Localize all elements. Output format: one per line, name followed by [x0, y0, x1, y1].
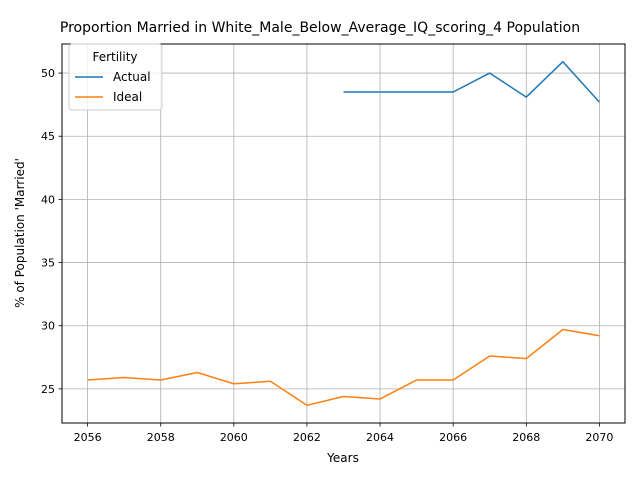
- y-tick-label: 45: [41, 130, 55, 143]
- series-line-actual: [343, 60, 600, 103]
- y-tick-label: 30: [41, 320, 55, 333]
- x-tick-label: 2068: [512, 431, 540, 444]
- y-tick-label: 25: [41, 383, 55, 396]
- y-tick-label: 40: [41, 193, 55, 206]
- y-axis-ticks: 25 30 35 40 45 50: [41, 67, 62, 396]
- chart-title: Proportion Married in White_Male_Below_A…: [60, 20, 580, 36]
- x-tick-label: 2062: [293, 431, 321, 444]
- y-axis-label: % of Population 'Married': [13, 158, 27, 308]
- legend: Fertility Actual Ideal: [68, 43, 163, 111]
- series-layer: [87, 60, 600, 407]
- x-tick-label: 2060: [220, 431, 248, 444]
- x-axis-ticks: 2056 2058 2060 2062 2064 2066 2068 2070: [74, 423, 613, 444]
- series-line-ideal: [87, 328, 600, 407]
- x-tick-label: 2064: [366, 431, 394, 444]
- x-tick-label: 2070: [585, 431, 613, 444]
- legend-box: [68, 43, 163, 111]
- x-tick-label: 2056: [74, 431, 102, 444]
- x-tick-label: 2066: [439, 431, 467, 444]
- x-tick-label: 2058: [147, 431, 175, 444]
- y-tick-label: 35: [41, 257, 55, 270]
- y-tick-label: 50: [41, 67, 55, 80]
- legend-label-ideal: Ideal: [113, 90, 142, 104]
- legend-title: Fertility: [92, 50, 137, 64]
- legend-items: Actual Ideal: [75, 70, 151, 104]
- legend-label-actual: Actual: [113, 70, 151, 84]
- plot-frame: [61, 43, 626, 424]
- x-axis-label: Years: [326, 451, 359, 465]
- grid-lines: [62, 44, 625, 423]
